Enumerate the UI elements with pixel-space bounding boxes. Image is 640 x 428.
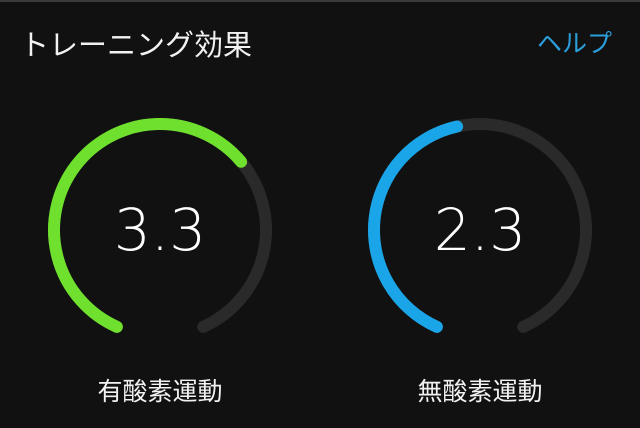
gauge-fill — [368, 120, 464, 333]
gauge-fill — [48, 118, 248, 333]
aerobic-gauge-ring — [48, 118, 272, 333]
anaerobic-label: 無酸素運動 — [417, 377, 543, 406]
anaerobic-gauge-ring — [368, 118, 592, 333]
anaerobic-gauge: 2.3 — [360, 110, 600, 350]
aerobic-value: 3.3 — [113, 196, 207, 264]
top-divider — [0, 0, 640, 2]
aerobic-label: 有酸素運動 — [97, 377, 223, 406]
page-title: トレーニング効果 — [20, 28, 253, 62]
aerobic-gauge: 3.3 — [40, 110, 280, 350]
help-link[interactable]: ヘルプ — [536, 29, 612, 58]
anaerobic-value: 2.3 — [433, 196, 527, 264]
